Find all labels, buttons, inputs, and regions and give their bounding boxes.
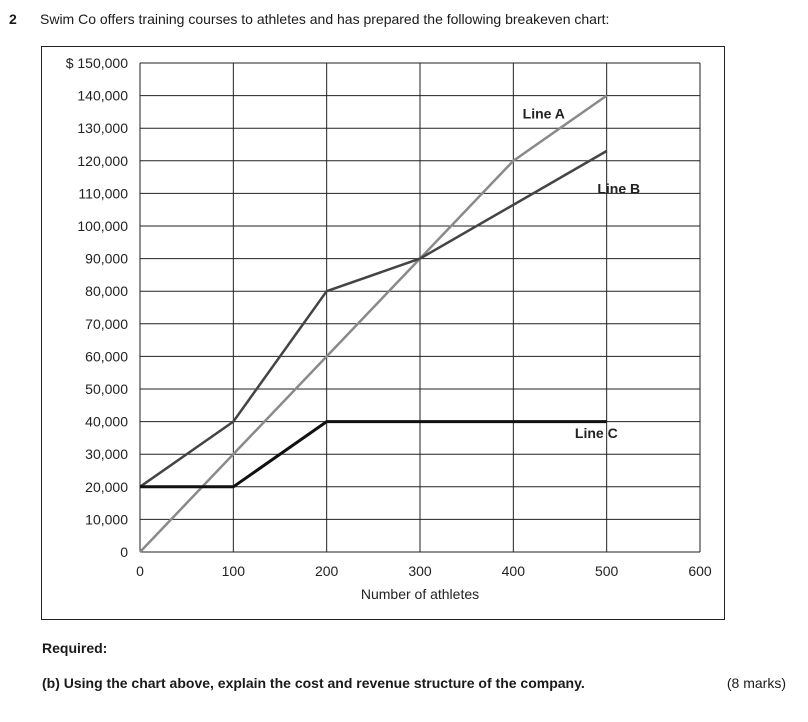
series-label-line-c: Line C [575,425,618,441]
y-tick-label: 120,000 [77,153,128,169]
question-number: 2 [9,11,17,27]
y-tick-label: 90,000 [85,251,128,267]
x-tick-label: 300 [408,563,432,579]
x-tick-label: 600 [688,563,712,579]
y-tick-label: 130,000 [77,120,128,136]
series-line-line-c [140,420,607,489]
y-tick-labels: 0 10,000 20,000 30,000 40,000 50,000 60,000 70,… [66,55,129,560]
x-tick-label: 400 [502,563,526,579]
series-line-line-b [139,149,608,488]
required-heading: Required: [42,640,108,656]
x-tick-label: 100 [222,563,246,579]
y-tick-label: 60,000 [85,348,128,364]
y-tick-label: 40,000 [85,414,128,430]
marks-label: (8 marks) [726,675,786,691]
y-tick-label: 70,000 [85,316,128,332]
x-axis-label: Number of athletes [361,586,479,602]
series-line-line-a [139,94,608,553]
chart-frame [41,46,725,620]
series-label-line-b: Line B [597,180,640,196]
series-lines [139,94,608,553]
y-tick-label: 140,000 [77,88,128,104]
x-tick-labels: 0 100 200 300 400 500 600 [136,563,712,579]
x-tick-label: 500 [595,563,619,579]
series-label-line-a: Line A [523,105,565,121]
grid [139,62,701,553]
y-tick-label: 100,000 [77,218,128,234]
x-tick-label: 0 [136,563,144,579]
y-tick-label: 20,000 [85,479,128,495]
question-text: Swim Co offers training courses to athle… [40,11,610,27]
series-labels: Line A Line B Line C [523,105,640,440]
y-tick-label: $ 150,000 [66,55,128,71]
y-tick-label: 110,000 [78,185,128,201]
y-tick-label: 10,000 [85,511,128,527]
y-tick-label: 80,000 [85,283,128,299]
x-tick-label: 200 [315,563,339,579]
y-tick-label: 30,000 [85,446,128,462]
y-tick-label: 0 [120,544,128,560]
y-tick-label: 50,000 [85,381,128,397]
part-b-question: (b) Using the chart above, explain the c… [42,675,585,691]
